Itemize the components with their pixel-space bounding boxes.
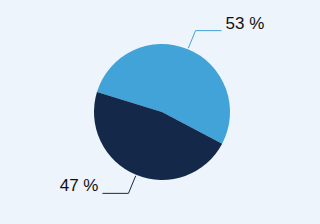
background (0, 0, 320, 224)
data-labels: 53 % 47 % (60, 14, 265, 196)
leader-line (188, 31, 221, 49)
data-label: 53 % (226, 14, 265, 33)
pie (94, 44, 230, 180)
data-label: 47 % (60, 176, 99, 195)
leader-line (102, 176, 135, 194)
chart: 53 % 47 % (0, 0, 320, 224)
slice (94, 92, 222, 180)
